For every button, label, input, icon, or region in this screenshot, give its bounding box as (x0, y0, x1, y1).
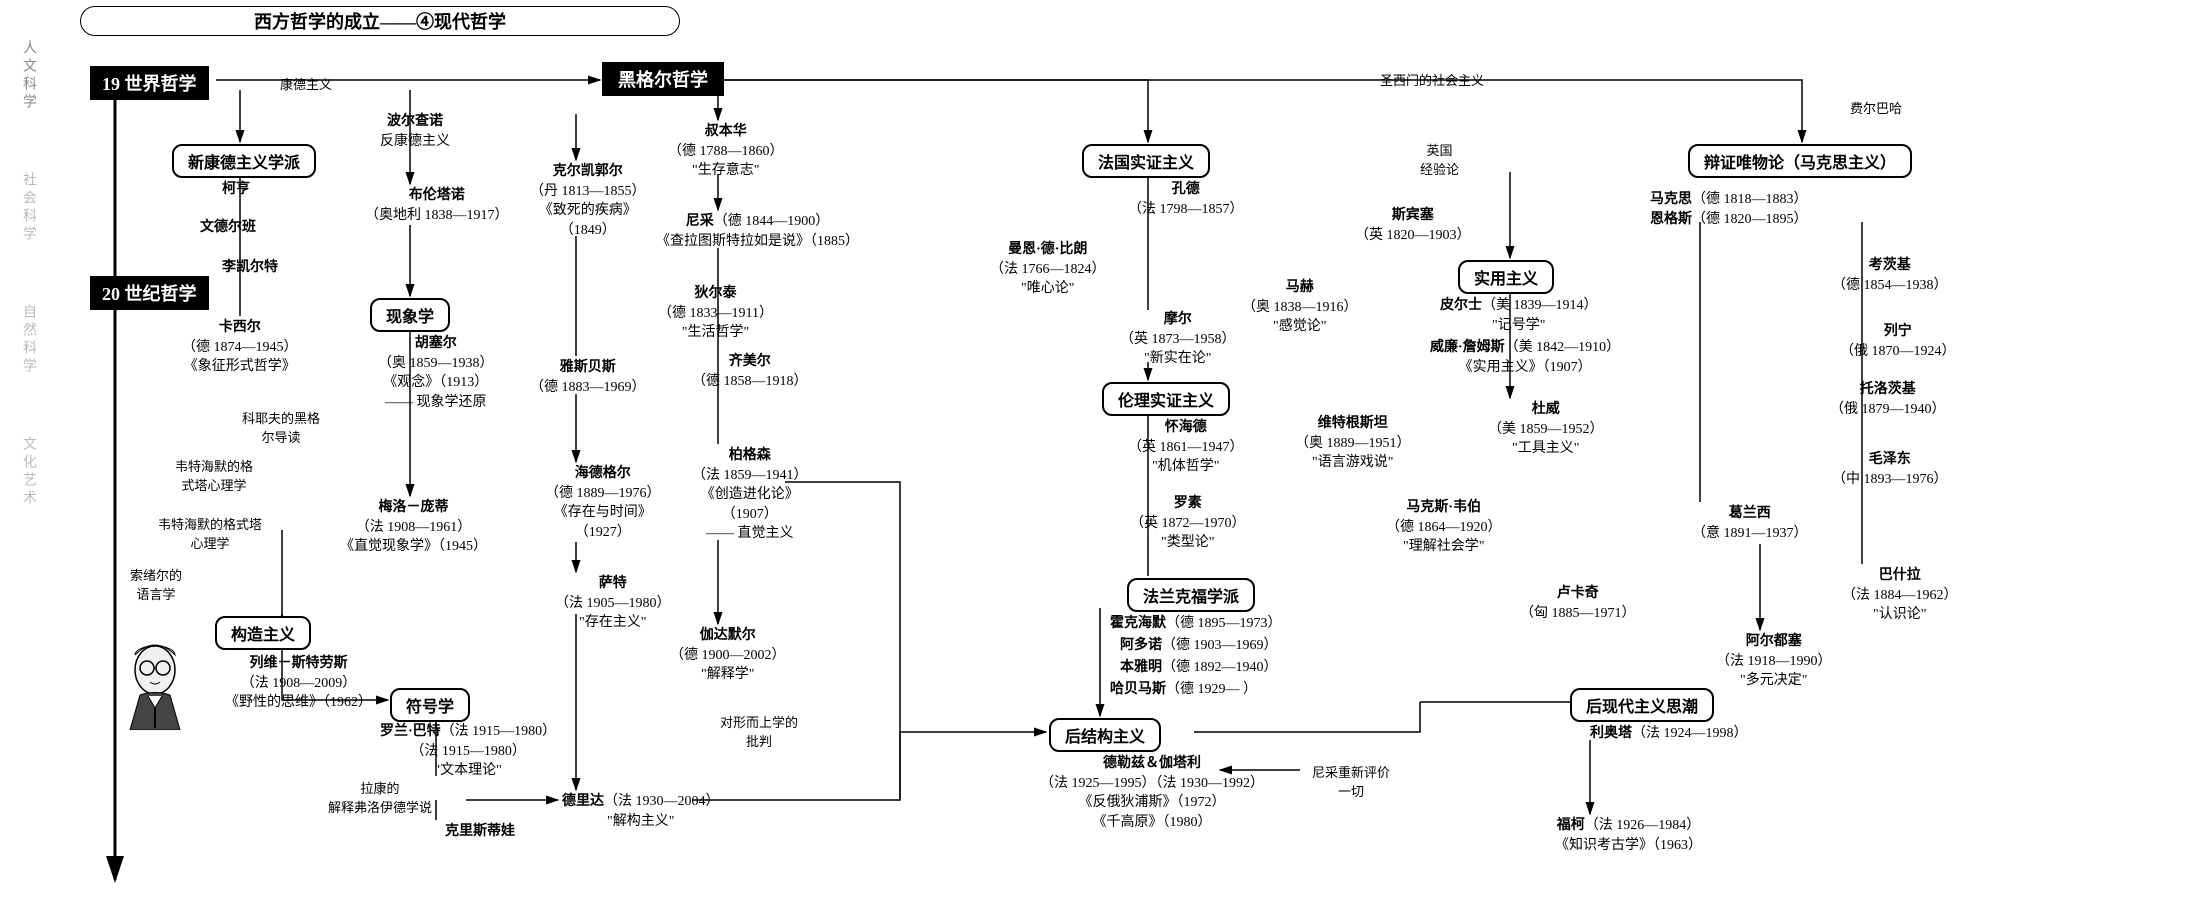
school-phenomenology: 现象学 (370, 298, 450, 332)
person-deleuze: 德勒兹＆伽塔利（法 1925—1995）（法 1930—1992）《反俄狄浦斯》… (1040, 754, 1264, 832)
person-foucault: 福柯（法 1926—1984）《知识考古学》（1963） (1555, 816, 1702, 855)
person-marx: 马克思（德 1818—1883） (1650, 190, 1808, 210)
school-pragmatism: 实用主义 (1458, 260, 1554, 294)
person-kautsky: 考茨基（德 1854—1938） (1832, 256, 1948, 295)
school-neo-kant: 新康德主义学派 (172, 144, 316, 178)
person-habermas: 哈贝马斯（德 1929— ） (1110, 680, 1257, 700)
person-mao: 毛泽东（中 1893—1976） (1832, 450, 1948, 489)
person-comte: 孔德（法 1798—1857） (1128, 180, 1244, 219)
school-dialectical: 辩证唯物论（马克思主义） (1688, 144, 1912, 178)
black-hegel: 黑格尔哲学 (602, 62, 724, 96)
side-natural: 自然科学 (8, 304, 38, 376)
person-kehen: 柯亨 (222, 180, 250, 200)
school-frankfurt: 法兰克福学派 (1127, 578, 1255, 612)
person-james: 威廉·詹姆斯（美 1842—1910）《实用主义》（1907） (1430, 338, 1620, 377)
person-jaspers: 雅斯贝斯（德 1883—1969） (530, 358, 646, 397)
school-postmodern: 后现代主义思潮 (1570, 688, 1714, 722)
side-category-labels: 人文科学 社会科学 自然科学 文化艺术 (8, 40, 38, 508)
note-n-koje: 科耶夫的黑格尔导读 (242, 408, 320, 446)
person-lyotard: 利奥塔（法 1924—1998） (1590, 724, 1748, 744)
person-bolzano: 波尔查诺反康德主义 (380, 112, 450, 151)
person-nietzsche: 尼采（德 1844—1900）《查拉图斯特拉如是说》（1885） (656, 212, 859, 251)
note-n-kant: 康德主义 (280, 74, 332, 93)
person-levistrauss: 列维－斯特劳斯（法 1908—2009）《野性的思维》（1962） (225, 654, 372, 713)
person-horkheimer: 霍克海默（德 1895—1973） (1110, 614, 1282, 634)
person-spencer: 斯宾塞（英 1820—1903） (1355, 206, 1471, 245)
note-n-niet: 尼采重新评价一切 (1312, 762, 1390, 800)
person-heidegger: 海德格尔（德 1889—1976）《存在与时间》（1927） (545, 464, 661, 542)
note-n-emp: 英国经验论 (1420, 140, 1459, 178)
note-n-feuer: 费尔巴哈 (1850, 98, 1902, 117)
person-wittgenstein: 维特根斯坦（奥 1889—1951）"语言游戏说" (1295, 414, 1411, 473)
person-peirce: 皮尔士（美 1839—1914）"记号学" (1440, 296, 1598, 335)
person-whitehead: 怀海德（英 1861—1947）"机体哲学" (1128, 418, 1244, 477)
person-gramsci: 葛兰西（意 1891—1937） (1692, 504, 1808, 543)
person-maine: 曼恩·德·比朗（法 1766—1824）"唯心论" (990, 240, 1106, 299)
note-n-lacan: 拉康的解释弗洛伊德学说 (328, 778, 432, 816)
note-n-saussure: 索绪尔的语言学 (130, 565, 182, 603)
note-n-gestalt1: 韦特海默的格式塔心理学 (175, 456, 253, 494)
person-adorno: 阿多诺（德 1903—1969） (1120, 636, 1278, 656)
person-simmel: 齐美尔（德 1858—1918） (692, 352, 808, 391)
person-kierkegaard: 克尔凯郭尔（丹 1813—1855）《致死的疾病》（1849） (530, 162, 646, 240)
person-lenin: 列宁（俄 1870—1924） (1840, 322, 1956, 361)
era-era19: 19 世界哲学 (90, 66, 209, 100)
person-cassirer: 卡西尔（德 1874—1945）《象征形式哲学》 (182, 318, 298, 377)
school-structuralism: 构造主义 (215, 616, 311, 650)
person-husserl: 胡塞尔（奥 1859—1938）《观念》（1913）—— 现象学还原 (378, 334, 494, 412)
person-engels: 恩格斯（德 1820—1895） (1650, 210, 1808, 230)
person-kristeva: 克里斯蒂娃 (445, 822, 515, 842)
side-culture: 文化艺术 (8, 436, 38, 508)
school-post-struct: 后结构主义 (1049, 718, 1161, 752)
person-gadamer: 伽达默尔（德 1900—2002）"解释学" (670, 626, 786, 685)
person-althusser: 阿尔都塞（法 1918—1990）"多元决定" (1716, 632, 1832, 691)
person-dewey: 杜威（美 1859—1952）"工具主义" (1488, 400, 1604, 459)
person-brentano: 布伦塔诺（奥地利 1838—1917） (365, 186, 509, 225)
school-ethical-pos: 伦理实证主义 (1102, 382, 1230, 416)
note-n-meta: 对形而上学的批判 (720, 712, 798, 750)
school-french-pos: 法国实证主义 (1082, 144, 1210, 178)
person-benjamin: 本雅明（德 1892—1940） (1120, 658, 1278, 678)
side-humanities: 人文科学 (8, 40, 38, 112)
note-n-gestalt2: 韦特海默的格式塔心理学 (158, 514, 262, 552)
person-rickert: 李凯尔特 (222, 258, 278, 278)
person-moore: 摩尔（英 1873—1958）"新实在论" (1120, 310, 1236, 369)
note-n-ssimon: 圣西门的社会主义 (1380, 70, 1484, 89)
person-russell: 罗素（英 1872—1970）"类型论" (1130, 494, 1246, 553)
person-merleau: 梅洛－庞蒂（法 1908—1961）《直觉现象学》（1945） (340, 498, 487, 557)
person-lukacs: 卢卡奇（匈 1885—1971） (1520, 584, 1636, 623)
person-derrida: 德里达（法 1930—2004）"解构主义" (562, 792, 720, 831)
person-mach: 马赫（奥 1838—1916）"感觉论" (1242, 278, 1358, 337)
person-barthes: 罗兰·巴特（法 1915—1980）（法 1915—1980）"文本理论" (380, 722, 556, 781)
person-sartre: 萨特（法 1905—1980）"存在主义" (555, 574, 671, 633)
side-social: 社会科学 (8, 172, 38, 244)
school-semiotics: 符号学 (390, 688, 470, 722)
person-wendelband: 文德尔班 (200, 218, 256, 238)
person-weber: 马克斯·韦伯（德 1864—1920）"理解社会学" (1386, 498, 1502, 557)
person-bachelard: 巴什拉（法 1884—1962）"认识论" (1842, 566, 1958, 625)
portrait-levistrauss (120, 640, 190, 730)
person-trotsky: 托洛茨基（俄 1879—1940） (1830, 380, 1946, 419)
person-schopenhauer: 叔本华（德 1788—1860）"生存意志" (668, 122, 784, 181)
person-dilthey: 狄尔泰（德 1833—1911）"生活哲学" (658, 284, 773, 343)
era-era20: 20 世纪哲学 (90, 276, 209, 310)
person-bergson: 柏格森（法 1859—1941）《创造进化论》（1907）—— 直觉主义 (692, 446, 808, 544)
page-title: 西方哲学的成立——④现代哲学 (80, 6, 680, 36)
